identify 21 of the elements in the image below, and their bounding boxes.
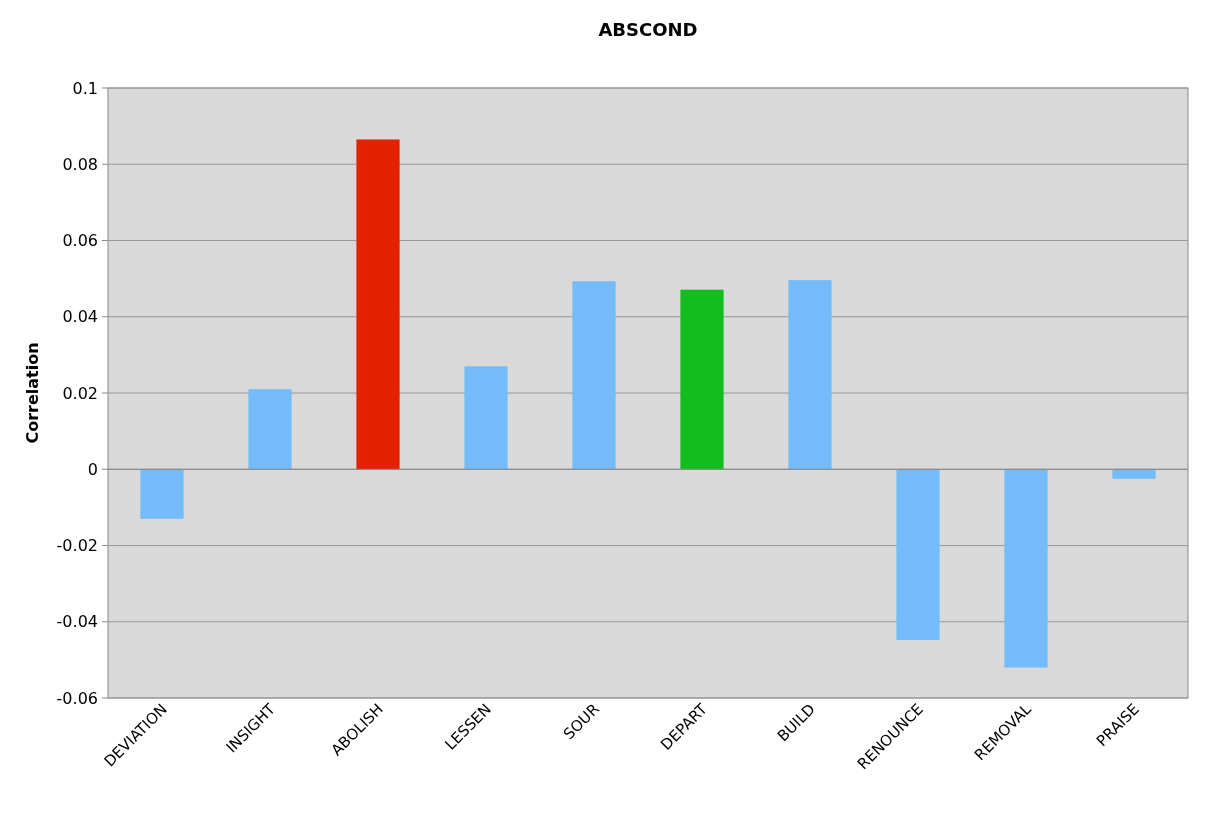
- y-tick-label: 0.06: [62, 231, 98, 251]
- bar: [788, 280, 832, 470]
- bar: [572, 281, 616, 470]
- bar: [1004, 469, 1048, 668]
- bar: [680, 289, 724, 470]
- chart-title: ABSCOND: [598, 19, 698, 40]
- y-tick-label: -0.06: [56, 688, 98, 708]
- y-tick-label: 0.02: [62, 383, 98, 403]
- bar: [896, 469, 940, 641]
- bar: [248, 389, 292, 470]
- y-axis-title: Correlation: [23, 342, 42, 444]
- y-tick-label: -0.02: [56, 536, 98, 556]
- y-tick-label: 0: [87, 459, 98, 479]
- bar: [140, 469, 184, 519]
- y-tick-label: 0.08: [62, 154, 98, 174]
- bar: [356, 139, 400, 470]
- bar: [1112, 469, 1156, 479]
- bar: [464, 366, 508, 470]
- y-tick-label: 0.1: [72, 78, 98, 98]
- y-tick-label: 0.04: [62, 307, 98, 327]
- y-tick-label: -0.04: [56, 612, 98, 632]
